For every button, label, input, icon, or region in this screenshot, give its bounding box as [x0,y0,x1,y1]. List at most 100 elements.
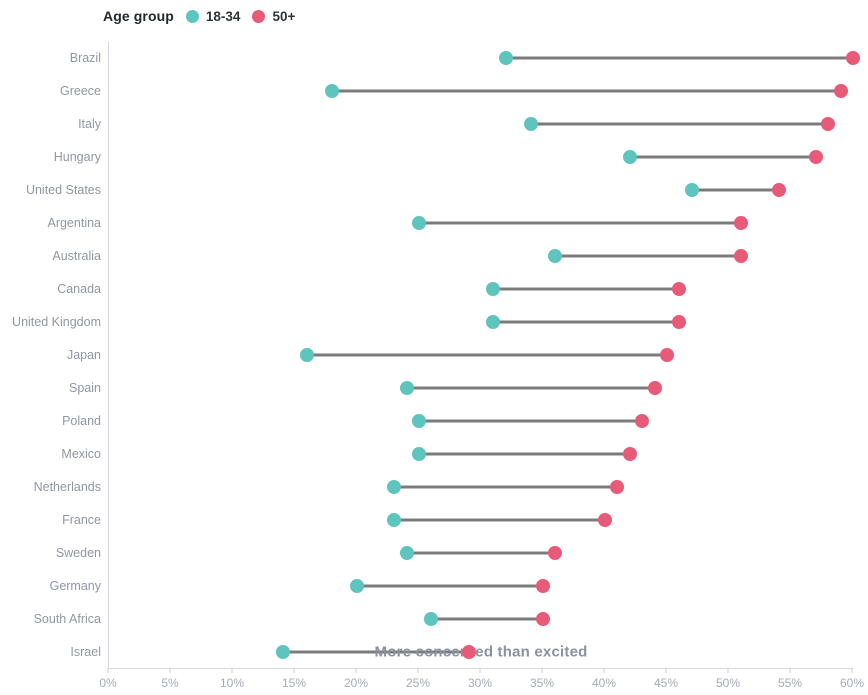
data-point-18-34-poland[interactable] [412,413,426,428]
data-point-50+-brazil[interactable] [846,51,860,66]
data-point-18-34-united-states[interactable] [684,183,699,198]
connector-line [493,320,680,324]
data-point-50+-canada[interactable] [672,282,687,297]
data-point-50+-germany[interactable] [536,578,550,593]
data-point-18-34-hungary[interactable] [622,150,637,165]
connector-line [394,485,618,489]
category-label-united-kingdom: United Kingdom [12,315,101,330]
data-point-50+-united-kingdom[interactable] [672,315,687,330]
data-point-50+-argentina[interactable] [734,216,749,231]
x-tick-label-35: 35% [529,676,555,690]
data-point-50+-france[interactable] [598,512,612,527]
connector-line [307,353,667,357]
category-label-netherlands: Netherlands [33,479,101,494]
category-label-united-states: United States [25,183,101,198]
category-label-argentina: Argentina [47,216,101,231]
x-tick-mark [851,668,853,673]
data-point-50+-spain[interactable] [647,380,662,395]
category-label-mexico: Mexico [61,446,101,461]
legend-label-18-34: 18-34 [205,8,241,24]
x-tick-label-20: 20% [343,676,369,690]
x-tick-label-15: 15% [281,676,307,690]
y-axis-labels: Brazil Greece Italy Hungary United States Arg… [0,42,101,668]
x-tick-label-40: 40% [591,676,617,690]
category-label-japan: Japan [66,348,101,362]
data-point-50+-israel[interactable] [461,644,476,659]
legend-title: Age group [103,8,174,24]
connector-line [332,89,841,93]
legend-swatch-teal-icon [185,9,199,23]
data-point-50+-australia[interactable] [734,249,749,264]
connector-line [357,584,543,588]
legend-label-50plus: 50+ [272,8,296,24]
legend-swatch-pink-icon [252,9,266,23]
plot-area: More concerned than excited [108,42,860,669]
data-point-50+-united-states[interactable] [771,183,786,198]
connector-line [282,650,469,654]
data-point-50+-poland[interactable] [635,413,650,428]
connector-line [691,188,779,192]
x-tick-mark [231,668,233,673]
data-point-50+-italy[interactable] [821,117,836,132]
data-point-18-34-japan[interactable] [300,348,315,362]
x-tick-mark [107,668,109,673]
data-point-18-34-netherlands[interactable] [387,479,402,494]
data-point-50+-japan[interactable] [660,348,674,362]
data-point-18-34-france[interactable] [387,512,402,527]
data-point-18-34-spain[interactable] [399,380,414,395]
connector-line [530,122,829,126]
x-tick-mark [417,668,419,673]
data-point-18-34-italy[interactable] [523,117,538,132]
x-tick-mark [479,668,481,673]
connector-line [419,419,643,423]
legend-item-50plus: 50+ [252,9,295,24]
data-point-18-34-mexico[interactable] [412,446,426,461]
data-point-18-34-australia[interactable] [548,249,563,264]
data-point-18-34-brazil[interactable] [498,51,513,66]
connector-line [629,155,816,159]
connector-line [419,452,630,456]
connector-line [493,287,680,291]
connector-line [394,518,605,522]
data-point-18-34-argentina[interactable] [412,216,426,231]
x-tick-label-55: 55% [777,676,803,690]
x-tick-mark [789,668,791,673]
x-tick-mark [293,668,295,673]
data-point-50+-greece[interactable] [833,84,848,99]
data-point-50+-netherlands[interactable] [610,479,625,494]
x-tick-label-60: 60% [839,676,865,690]
data-point-50+-sweden[interactable] [548,545,563,560]
connector-line [505,56,853,60]
data-point-18-34-sweden[interactable] [399,545,414,560]
x-tick-label-0: 0% [99,676,117,690]
x-tick-mark [727,668,729,673]
category-label-israel: Israel [70,644,101,659]
legend: Age group 18-34 50+ [103,6,295,26]
legend-item-18-34: 18-34 [185,8,241,24]
chart-annotation: More concerned than excited [374,643,588,661]
data-point-18-34-south-africa[interactable] [424,611,439,626]
data-point-18-34-germany[interactable] [350,578,364,593]
category-label-brazil: Brazil [69,51,101,66]
connector-line [555,254,742,258]
data-point-18-34-united-kingdom[interactable] [486,315,501,330]
data-point-50+-south-africa[interactable] [536,611,550,626]
x-tick-label-30: 30% [467,676,493,690]
data-point-50+-hungary[interactable] [808,150,823,165]
x-axis: 0% 5% 10% 15% 20% 25% 30% 35% 40% 45% 50% 55% 60% [99,668,864,694]
x-tick-label-45: 45% [653,676,679,690]
connector-line [431,617,543,621]
category-label-poland: Poland [62,413,101,428]
connector-line [406,551,556,555]
data-point-18-34-canada[interactable] [486,282,501,297]
data-point-50+-mexico[interactable] [622,446,637,461]
x-tick-label-5: 5% [161,676,179,690]
data-point-18-34-greece[interactable] [325,84,340,99]
category-label-south-africa: South Africa [33,611,101,626]
category-label-spain: Spain [69,380,101,395]
x-tick-label-25: 25% [405,676,431,690]
data-point-18-34-israel[interactable] [275,644,290,659]
category-label-greece: Greece [60,84,101,99]
x-tick-mark [541,668,543,673]
